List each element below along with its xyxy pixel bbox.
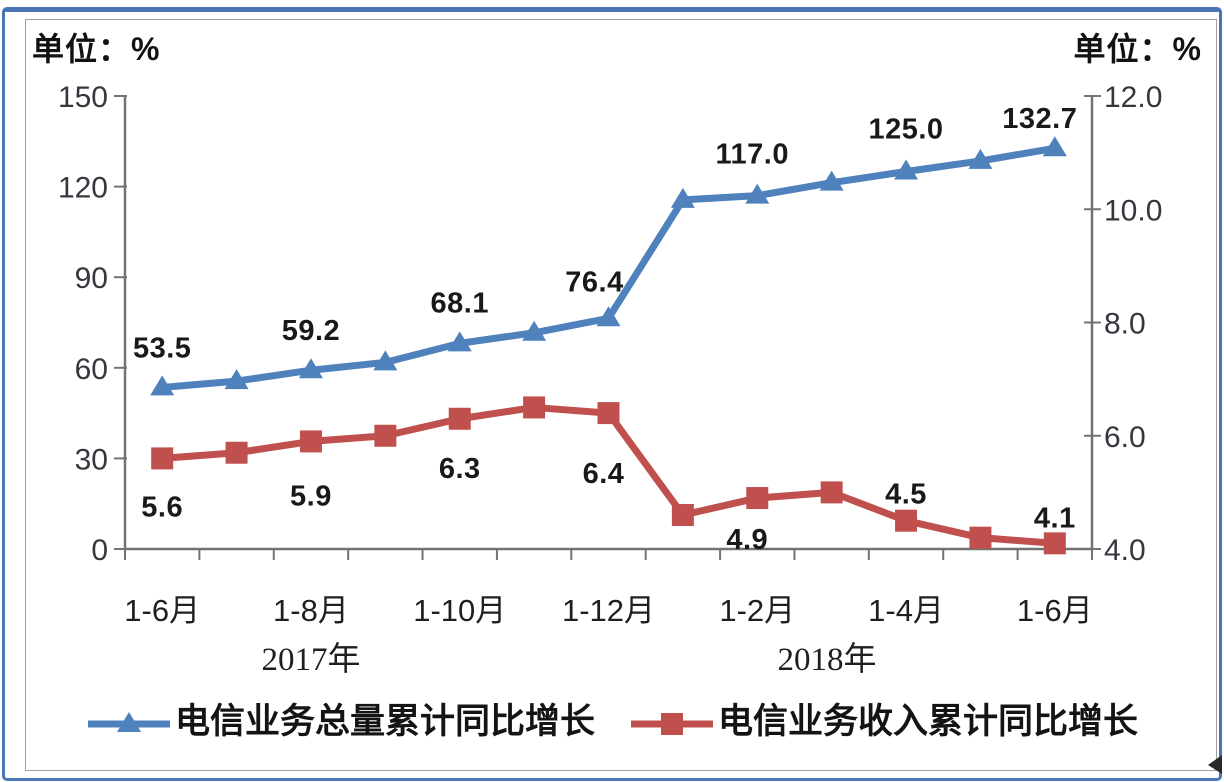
volume-series-data-label: 68.1	[431, 287, 489, 319]
revenue-series-marker	[746, 487, 769, 510]
volume-series-data-label: 125.0	[868, 114, 943, 146]
mouse-cursor	[1208, 755, 1222, 774]
left-axis-tick-label: 90	[75, 262, 108, 295]
chart-frame	[25, 19, 1217, 771]
revenue-series-marker	[225, 441, 248, 464]
volume-series-marker	[224, 369, 249, 390]
volume-series-marker	[596, 306, 621, 327]
left-axis-unit-label: 单位：%	[32, 31, 161, 67]
left-axis-tick-label: 0	[91, 534, 108, 567]
revenue-series-marker	[523, 396, 546, 419]
volume-series-data-label: 117.0	[716, 139, 789, 171]
revenue-series-data-label: 6.3	[439, 453, 481, 485]
volume-series-marker	[745, 183, 770, 204]
revenue-series-marker	[374, 424, 397, 447]
volume-series-marker	[522, 320, 547, 341]
volume-series-data-label: 132.7	[1002, 103, 1077, 135]
x-axis-tick-label: 1-8月	[273, 593, 349, 628]
revenue-series-marker	[820, 481, 843, 504]
revenue-series-marker	[151, 447, 174, 470]
revenue-series-data-label: 5.6	[141, 491, 183, 523]
x-axis-tick-label: 1-6月	[1017, 593, 1093, 628]
volume-series-data-label: 59.2	[282, 315, 340, 347]
blue-triangle-legend-marker	[87, 712, 170, 732]
legend-item-revenue: 电信业务收入累计同比增长	[629, 700, 1138, 744]
right-axis-tick-label: 8.0	[1104, 308, 1146, 341]
left-axis-tick-label: 60	[75, 353, 108, 386]
revenue-series-marker	[1043, 532, 1066, 555]
x-axis-tick-label: 1-4月	[868, 593, 944, 628]
revenue-series-marker	[448, 407, 471, 430]
volume-series-data-label: 76.4	[565, 266, 623, 298]
revenue-series-marker	[969, 526, 992, 549]
revenue-series-marker	[671, 504, 694, 527]
revenue-series-data-label: 5.9	[290, 480, 332, 512]
legend-label-revenue: 电信业务收入累计同比增长	[718, 701, 1139, 741]
volume-series-marker	[894, 159, 919, 180]
volume-series-marker	[1042, 136, 1067, 157]
volume-series-marker	[298, 358, 323, 379]
revenue-series-data-label: 6.4	[583, 458, 625, 490]
revenue-series-marker	[895, 509, 918, 532]
volume-series-data-label: 53.5	[133, 332, 191, 364]
legend: 电信业务总量累计同比增长 电信业务收入累计同比增长	[0, 700, 1224, 744]
revenue-series-data-label: 4.1	[1034, 502, 1076, 534]
right-axis-tick-label: 4.0	[1104, 534, 1146, 567]
left-axis-tick-label: 150	[58, 81, 108, 114]
right-axis-tick-label: 6.0	[1104, 421, 1146, 454]
revenue-series-marker	[299, 430, 322, 453]
left-axis-tick-label: 30	[75, 443, 108, 476]
revenue-series-marker	[597, 402, 620, 425]
left-axis-tick-label: 120	[58, 172, 108, 205]
volume-series-marker	[670, 187, 695, 208]
volume-series-marker	[968, 148, 993, 169]
x-axis-tick-label: 1-2月	[719, 593, 795, 628]
revenue-series-data-label: 4.5	[885, 479, 927, 511]
x-axis-tick-label: 1-12月	[562, 593, 655, 628]
year-label: 2017年	[262, 641, 361, 678]
right-axis-tick-label: 10.0	[1104, 194, 1162, 227]
red-square-legend-marker	[631, 713, 713, 735]
legend-item-volume: 电信业务总量累计同比增长	[86, 700, 595, 744]
revenue-series-data-label: 4.9	[726, 524, 768, 556]
volume-series-marker	[819, 170, 844, 191]
right-axis-unit-label: 单位：%	[1073, 31, 1202, 67]
right-axis-tick-label: 12.0	[1104, 81, 1162, 114]
legend-label-volume: 电信业务总量累计同比增长	[174, 701, 595, 741]
volume-series-marker	[447, 331, 472, 352]
volume-series-marker	[150, 375, 175, 396]
year-label: 2018年	[778, 641, 877, 678]
x-axis-tick-label: 1-10月	[413, 593, 506, 628]
volume-series-marker	[373, 350, 398, 371]
x-axis-tick-label: 1-6月	[124, 593, 200, 628]
